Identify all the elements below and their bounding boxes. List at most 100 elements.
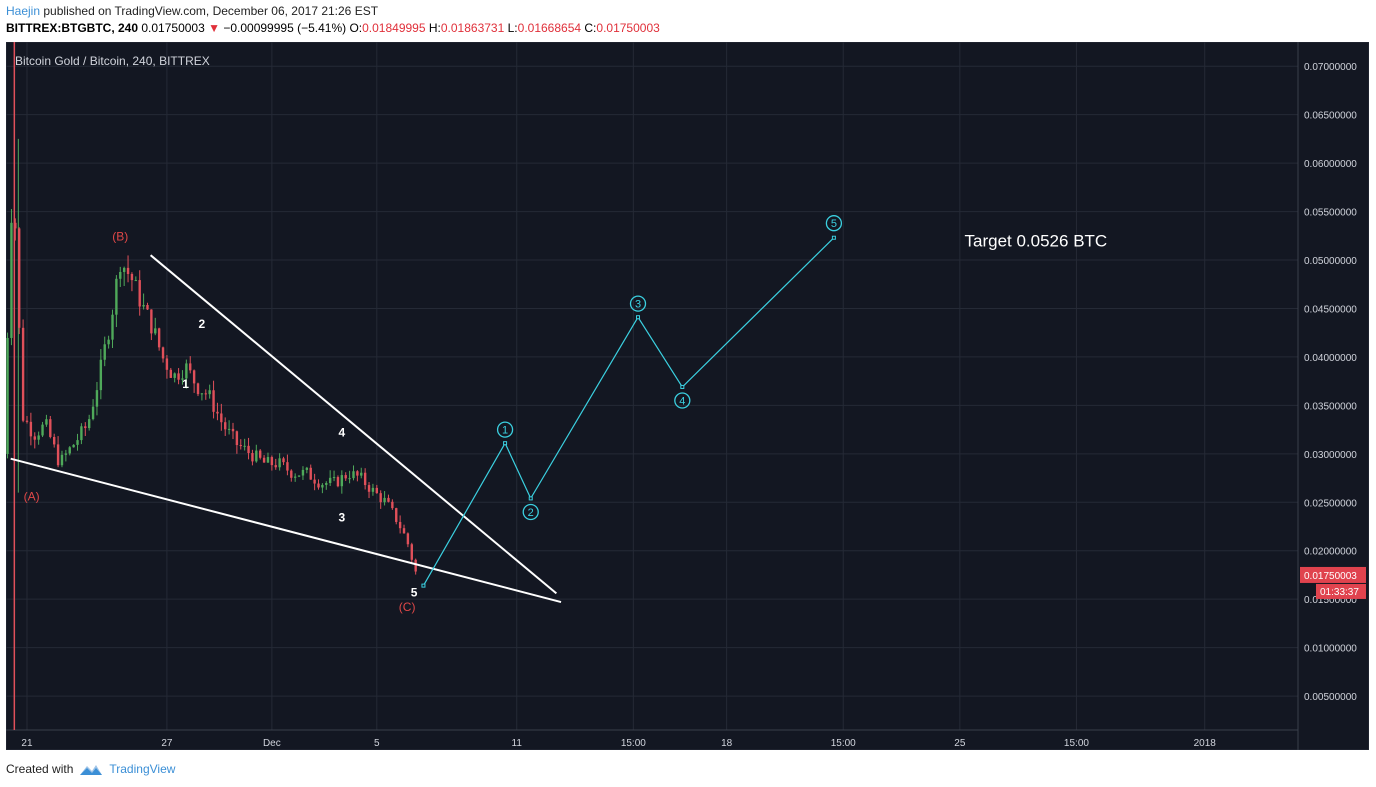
candle-body [21, 327, 25, 421]
last-value: 0.01750003 [141, 21, 205, 35]
chart-container[interactable]: 0.07000000 0.06500000 0.06000000 0.05500000… [2, 41, 1370, 751]
time-tick-label: 15:00 [621, 738, 646, 749]
open-label: O: [349, 21, 363, 35]
candle-body [325, 483, 328, 485]
candle-body [200, 393, 204, 395]
price-tick-label: 0.01000000 [1304, 644, 1357, 655]
candle-body [247, 445, 250, 454]
wave-label-white: 4 [338, 425, 345, 439]
time-tick-label: 5 [374, 738, 380, 749]
candle-body [189, 363, 192, 371]
candle-body [243, 445, 246, 447]
time-tick-label: 15:00 [1064, 738, 1089, 749]
price-tick-label: 0.06000000 [1304, 159, 1357, 170]
candle-body [99, 359, 103, 391]
high-label: H: [428, 21, 441, 35]
target-text: Target 0.0526 BTC [965, 231, 1108, 250]
wave-circle-4 [674, 392, 691, 409]
down-arrow-icon: ▼ [208, 21, 220, 35]
trendline-upper [149, 254, 558, 595]
wave-label-5: 5 [831, 218, 837, 230]
wave-labels: 1 2 3 4 5 (B) (A) (C) 2 1 4 3 5 Target 0.0526 BTC [24, 215, 1108, 614]
candle-body [367, 485, 371, 492]
candle-body [305, 467, 309, 470]
candle-body [80, 426, 83, 441]
countdown-tag: 01:33:37 [1320, 587, 1359, 598]
candle-body [111, 314, 114, 340]
candle-body [375, 487, 379, 494]
ticker-line: BITTREX:BTGBTC, 240 0.01750003 ▼ −0.0009… [6, 21, 660, 35]
grid [6, 42, 1298, 730]
price-chart[interactable]: 0.07000000 0.06500000 0.06000000 0.05500000… [2, 41, 1370, 751]
candle-body [122, 267, 126, 272]
candle-body [177, 373, 180, 380]
trendlines[interactable] [10, 254, 562, 604]
time-tick-label: 27 [161, 738, 173, 749]
price-tick-label: 0.07000000 [1304, 62, 1357, 73]
candle-body [262, 457, 266, 463]
candle-body [391, 501, 394, 509]
candle-body [379, 493, 382, 503]
wave-label-red: (A) [24, 489, 40, 503]
candle-body [371, 487, 375, 492]
time-tick-label: 15:00 [831, 738, 856, 749]
candle-body [259, 450, 262, 458]
change-value: −0.00099995 (−5.41%) [223, 21, 347, 35]
wave-label-white: 2 [199, 317, 206, 331]
candle-body [6, 337, 9, 454]
candles [2, 42, 417, 730]
candle-body [185, 363, 188, 379]
wave-label-white: 5 [411, 585, 418, 599]
candle-body [251, 453, 254, 462]
wave-label-4: 4 [679, 396, 685, 408]
projection[interactable] [421, 235, 836, 588]
candle-body [18, 228, 21, 328]
candle-body [274, 465, 277, 468]
candle-body [119, 271, 122, 279]
candle-body [60, 454, 64, 466]
candle-body [309, 467, 312, 480]
candle-body [161, 347, 165, 359]
candle-body [360, 472, 363, 476]
candle-body [317, 483, 320, 488]
price-axis[interactable]: 0.07000000 0.06500000 0.06000000 0.05500000… [1304, 62, 1357, 703]
candle-body [45, 419, 48, 425]
candle-body [52, 436, 56, 445]
time-tick-label: 18 [721, 738, 733, 749]
time-axis[interactable]: 21 27 Dec 5 11 15:00 18 15:00 25 15:00 2018 [21, 738, 1216, 749]
candle-body [29, 421, 33, 437]
close-value: 0.01750003 [596, 21, 660, 35]
candle-body [196, 383, 200, 395]
time-tick-label: 25 [954, 738, 966, 749]
created-with-text: Created with [6, 762, 74, 776]
candle-body [157, 328, 161, 348]
candle-body [224, 422, 227, 430]
candle-body [235, 431, 239, 446]
candle-body [297, 475, 301, 477]
footer: Created with TradingView [6, 762, 175, 776]
candle-body [33, 436, 36, 440]
candle-body [398, 521, 402, 529]
candle-body [328, 477, 332, 484]
price-tick-label: 0.04000000 [1304, 353, 1357, 364]
wave-label-white: 3 [338, 511, 345, 525]
wave-label-3: 3 [635, 299, 641, 311]
candle-body [290, 470, 293, 478]
candle-body [227, 428, 231, 430]
candle-body [216, 411, 219, 414]
candle-body [25, 420, 29, 422]
price-tick-label: 0.04500000 [1304, 304, 1357, 315]
candle-body [332, 477, 336, 479]
author-link[interactable]: Haejin [6, 4, 41, 18]
candle-body [115, 278, 118, 315]
symbol: BITTREX:BTGBTC, 240 [6, 21, 139, 35]
candle-body [76, 440, 79, 445]
candle-body [344, 475, 347, 479]
price-tick-label: 0.02500000 [1304, 498, 1357, 509]
candle-body [220, 413, 223, 423]
tradingview-link[interactable]: TradingView [109, 762, 176, 776]
projection-line [422, 237, 835, 586]
candle-body [150, 309, 153, 334]
candle-body [282, 458, 285, 463]
time-tick-label: 21 [21, 738, 33, 749]
